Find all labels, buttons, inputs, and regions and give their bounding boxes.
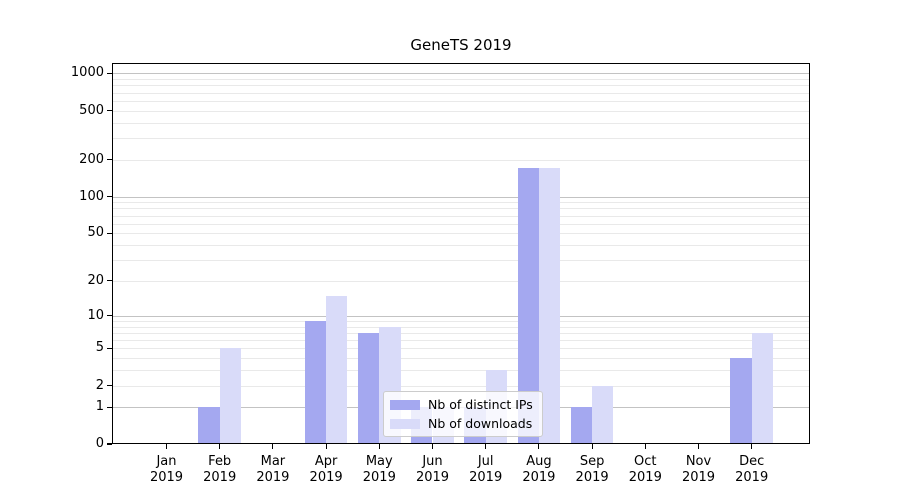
x-tick-label: Jan 2019 (149, 454, 184, 485)
gridline-minor (112, 340, 810, 341)
gridline-major (112, 196, 810, 198)
x-tick (272, 444, 274, 449)
legend-item-distinct-ips: Nb of distinct IPs (390, 397, 536, 412)
bar-distinct-ips (730, 358, 752, 444)
x-tick-label: Aug 2019 (522, 454, 556, 485)
gridline-minor (112, 100, 810, 102)
gridline-minor (112, 202, 810, 204)
plot-border (112, 63, 810, 444)
gridline-minor (112, 332, 810, 334)
x-tick (591, 444, 593, 449)
y-tick (107, 159, 112, 161)
gridline-minor (112, 245, 810, 246)
y-tick-label: 500 (79, 102, 104, 118)
x-tick (644, 444, 646, 449)
bar-distinct-ips (358, 332, 380, 444)
x-tick-label: Jun 2019 (415, 454, 450, 485)
y-tick (107, 109, 112, 112)
legend-item-downloads: Nb of downloads (390, 416, 536, 431)
x-tick-label: Mar 2019 (256, 454, 290, 485)
bar-distinct-ips (517, 168, 539, 444)
gridline-minor (112, 159, 810, 161)
gridline-minor (112, 260, 810, 261)
y-tick-label: 100 (79, 188, 104, 204)
y-tick-label: 20 (87, 272, 104, 288)
gridline-minor (112, 320, 810, 322)
bar-distinct-ips (570, 407, 593, 444)
x-tick (538, 444, 540, 449)
x-tick-label: Apr 2019 (309, 454, 343, 485)
y-tick-label: 200 (79, 151, 104, 167)
y-tick (107, 384, 112, 387)
y-tick-label: 5 (95, 340, 104, 356)
bar-distinct-ips (198, 407, 220, 444)
y-tick (107, 315, 112, 317)
bar-downloads (592, 385, 614, 444)
x-tick (431, 444, 434, 449)
y-tick (107, 443, 112, 445)
gridline-minor (112, 223, 810, 225)
gridline-minor (112, 385, 810, 387)
gridline-minor (112, 348, 810, 350)
bar-distinct-ips (304, 320, 327, 444)
gridline-minor (112, 326, 810, 328)
y-tick (107, 196, 112, 198)
gridline-minor (112, 370, 810, 371)
distinct-ips-swatch-icon (390, 399, 420, 410)
x-tick (219, 444, 221, 449)
y-tick-label: 2 (95, 377, 104, 393)
bar-downloads (219, 348, 241, 444)
gridline-minor (112, 208, 810, 210)
x-tick (325, 444, 327, 449)
x-tick (165, 444, 168, 449)
y-tick (107, 72, 112, 74)
x-tick (697, 444, 700, 449)
downloads-swatch-icon (390, 418, 420, 429)
gridline-minor (112, 79, 810, 80)
y-tick-label: 50 (87, 225, 104, 241)
gridline-major (112, 73, 810, 75)
gridline-minor (112, 85, 810, 87)
x-tick-label: May 2019 (362, 454, 396, 485)
chart-title: GeneTS 2019 (410, 36, 512, 54)
legend-label-distinct-ips: Nb of distinct IPs (428, 397, 533, 412)
gridline-minor (112, 358, 810, 359)
gridline-minor (112, 110, 810, 112)
x-tick-label: Nov 2019 (681, 454, 716, 485)
legend: Nb of distinct IPs Nb of downloads (383, 391, 543, 437)
gridline-major (112, 315, 810, 317)
y-tick-label: 0 (95, 436, 104, 451)
bar-downloads (538, 168, 561, 444)
gridline-minor (112, 137, 810, 139)
x-tick-label: Dec 2019 (735, 454, 769, 485)
x-tick (485, 444, 487, 449)
bar-downloads (326, 295, 348, 444)
x-tick (751, 444, 753, 449)
bar-downloads (751, 332, 773, 444)
legend-label-downloads: Nb of downloads (428, 416, 533, 431)
y-tick-label: 10 (87, 307, 104, 323)
gridline-minor (112, 122, 810, 124)
gridline-minor (112, 233, 810, 235)
x-tick-label: Jul 2019 (469, 454, 503, 485)
y-tick-label: 1 (95, 399, 104, 415)
x-tick-label: Oct 2019 (628, 454, 662, 485)
gridline-minor (112, 280, 810, 282)
gridline-minor (112, 215, 810, 217)
x-tick (378, 444, 380, 449)
y-tick (107, 347, 112, 349)
gridline-minor (112, 92, 810, 94)
x-tick-label: Sep 2019 (575, 454, 609, 485)
x-tick-label: Feb 2019 (203, 454, 237, 485)
y-tick (107, 232, 112, 234)
y-tick (107, 280, 112, 282)
y-tick-label: 1000 (70, 65, 104, 81)
y-tick (107, 406, 112, 408)
